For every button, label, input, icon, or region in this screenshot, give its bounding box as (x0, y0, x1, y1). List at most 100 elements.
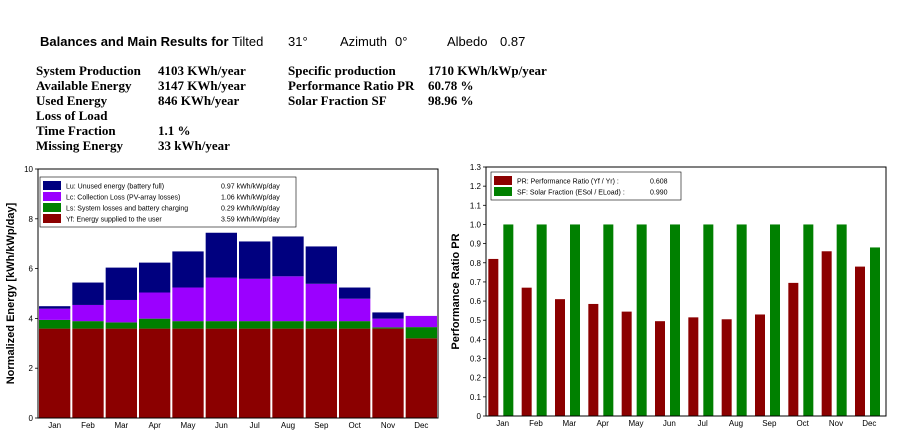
x-tick-label: May (628, 419, 643, 428)
bar-segment (272, 276, 304, 322)
bar (721, 319, 732, 416)
bar-segment (39, 328, 71, 418)
bar (521, 287, 532, 416)
legend-box (490, 171, 682, 201)
azimuth-label: Azimuth (340, 34, 387, 49)
legend-value: 0.608 (650, 179, 668, 186)
legend-value: 0.29 kWh/kWp/day (221, 206, 280, 213)
bar (670, 224, 680, 416)
legend-label: SF: Solar Fraction (ESol / ELoad) : (517, 190, 625, 197)
bar-segment (239, 278, 271, 322)
result-label: Time Fraction (36, 123, 116, 138)
bar-segment (339, 298, 371, 322)
bar-segment (39, 306, 71, 309)
bar (836, 224, 847, 416)
legend-swatch (43, 203, 61, 212)
bar-segment (105, 299, 137, 323)
y-tick-label: 0.9 (470, 240, 482, 249)
x-tick-label: Oct (348, 421, 361, 430)
bar-segment (372, 318, 404, 328)
legend-value: 3.59 kWh/kWp/day (221, 217, 280, 224)
legend-box (39, 176, 297, 228)
legend-value: 0.990 (650, 190, 668, 197)
bar (488, 258, 499, 416)
bar (870, 247, 880, 416)
bar-segment (205, 232, 237, 278)
bar-segment (139, 328, 171, 418)
result-label: Specific production (288, 63, 396, 78)
x-tick-label: Nov (829, 419, 843, 428)
bar (703, 224, 714, 416)
bar (536, 224, 547, 416)
x-tick-label: Aug (729, 419, 743, 428)
legend-swatch (43, 181, 61, 190)
legend-value: 1.06 kWh/kWp/day (221, 195, 280, 202)
result-label: Performance Ratio PR (288, 78, 415, 93)
bar (736, 224, 747, 416)
legend-swatch (43, 192, 61, 201)
bar-segment (339, 321, 371, 329)
legend-swatch (43, 214, 61, 223)
legend-label: Lc: Collection Loss (PV-array losses) (66, 195, 180, 202)
legend-label: Ls: System losses and battery charging (66, 206, 188, 213)
y-axis-label: Normalized Energy [kWh/kWp/day] (5, 202, 17, 384)
y-tick-label: 0.6 (470, 297, 482, 306)
bar-segment (272, 236, 304, 277)
x-tick-label: Nov (381, 421, 395, 430)
bar (555, 299, 565, 416)
result-value: 1710 KWh/kWp/year (428, 63, 547, 78)
x-tick-label: Apr (596, 419, 609, 428)
y-tick-label: 2 (29, 364, 34, 373)
bar-segment (305, 321, 337, 329)
bar-segment (139, 318, 171, 329)
header-title: Balances and Main Results for (40, 34, 229, 49)
azimuth-value: 0° (395, 34, 408, 49)
bar-segment (72, 282, 104, 305)
bar-segment (205, 328, 237, 418)
y-tick-label: 4 (29, 314, 34, 323)
bar-segment (139, 292, 171, 319)
tilt-value: 31° (288, 34, 308, 49)
x-tick-label: Jan (496, 419, 509, 428)
bar-segment (405, 315, 437, 328)
legend-label: Yf: Energy supplied to the user (66, 217, 162, 224)
bar-segment (372, 328, 404, 418)
bar (788, 282, 799, 416)
bar-segment (272, 328, 304, 418)
normalized-energy-chart: 0 2 4 6 8 10 Normalized Energy [kWh/kWp/day] Ja… (5, 165, 439, 430)
bar (755, 314, 765, 416)
x-tick-label: May (180, 421, 195, 430)
bar (688, 317, 699, 416)
y-tick-label: 0.2 (470, 374, 482, 383)
result-label: Used Energy (36, 93, 108, 108)
y-tick-label: 0.7 (470, 278, 482, 287)
bar (570, 224, 580, 416)
y-tick-label: 1.3 (470, 163, 482, 172)
result-label: Solar Fraction SF (288, 93, 387, 108)
legend-value: 0.97 kWh/kWp/day (221, 184, 280, 191)
bar-segment (372, 327, 404, 329)
result-value: 3147 KWh/year (158, 78, 246, 93)
y-tick-label: 6 (29, 265, 34, 274)
bar (588, 303, 599, 416)
y-tick-label: 10 (24, 165, 33, 174)
bar-segment (339, 287, 371, 299)
bar (503, 224, 514, 416)
bar-segment (205, 321, 237, 329)
x-tick-label: Sep (762, 419, 777, 428)
albedo-value: 0.87 (500, 34, 526, 49)
result-label: Loss of Load (36, 108, 108, 123)
x-tick-label: Dec (862, 419, 876, 428)
y-tick-label: 0.3 (470, 355, 482, 364)
bar-segment (72, 321, 104, 329)
bar-segment (72, 328, 104, 418)
bar (770, 224, 780, 416)
bar-segment (239, 241, 271, 279)
y-tick-label: 1.2 (470, 182, 482, 191)
bar-segment (172, 251, 204, 288)
y-tick-label: 0 (29, 414, 34, 423)
y-tick-label: 8 (29, 215, 34, 224)
bar-segment (272, 321, 304, 329)
legend-label: PR: Performance Ratio (Yf / Yr) : (517, 179, 619, 186)
x-tick-label: Dec (414, 421, 428, 430)
